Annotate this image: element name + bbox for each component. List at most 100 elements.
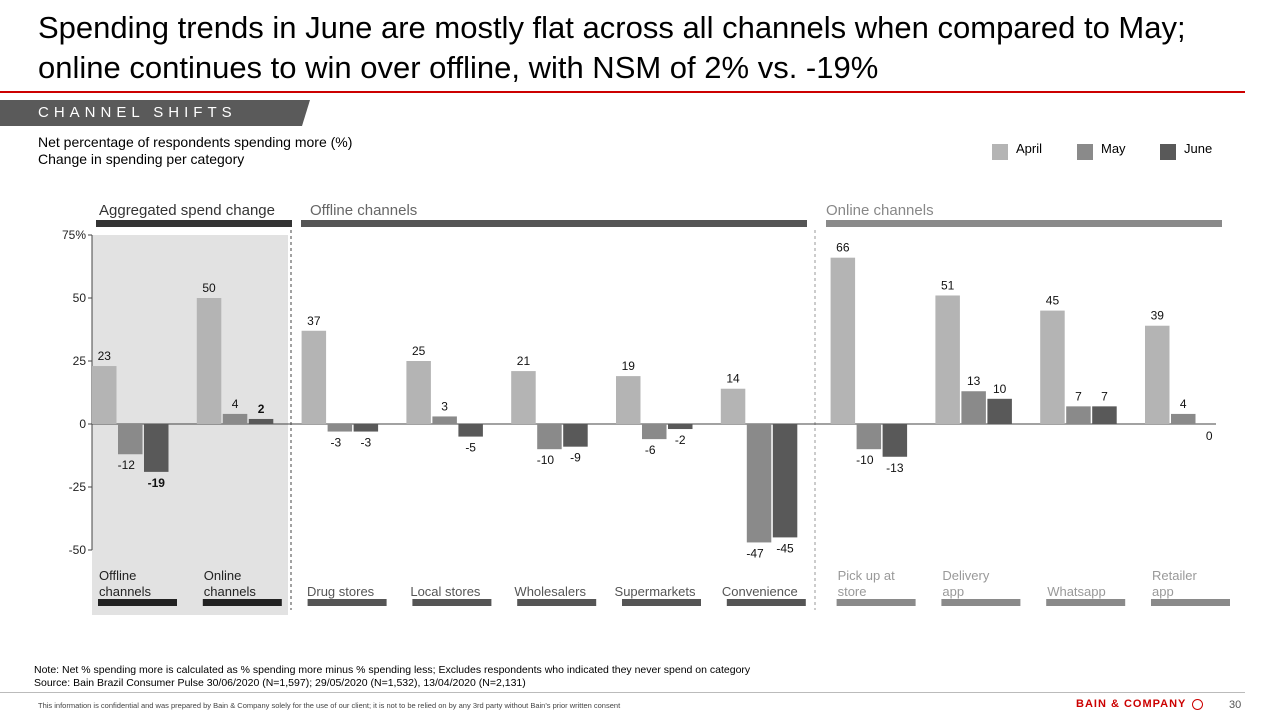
data-label: 7 bbox=[1101, 389, 1108, 403]
data-label: -6 bbox=[645, 443, 656, 457]
category-underline bbox=[1151, 599, 1230, 606]
bar-may bbox=[961, 391, 986, 424]
category-underline bbox=[202, 599, 282, 606]
bar-june bbox=[1092, 406, 1117, 424]
y-tick-label: 25 bbox=[73, 354, 87, 368]
category-label: Delivery bbox=[942, 568, 989, 583]
category-label: Convenience bbox=[722, 584, 798, 599]
category-underline bbox=[622, 599, 701, 606]
legend-june: June bbox=[1160, 140, 1213, 160]
data-label: 50 bbox=[202, 281, 216, 295]
category-label: channels bbox=[204, 584, 257, 599]
category-label: Local stores bbox=[410, 584, 481, 599]
data-label: 37 bbox=[307, 314, 321, 328]
data-label: -9 bbox=[570, 451, 581, 465]
data-label: -19 bbox=[148, 476, 166, 490]
data-label: 45 bbox=[1046, 294, 1060, 308]
data-label: 4 bbox=[1180, 397, 1187, 411]
data-label: 51 bbox=[941, 278, 955, 292]
data-label: -47 bbox=[746, 546, 764, 560]
category-label: store bbox=[838, 584, 867, 599]
chart-subtitle: Net percentage of respondents spending m… bbox=[38, 134, 352, 168]
data-label: 10 bbox=[993, 382, 1007, 396]
y-tick-label: -50 bbox=[69, 543, 87, 557]
bar-april bbox=[511, 371, 536, 424]
group-title-3: Online channels bbox=[826, 202, 934, 219]
bar-june bbox=[563, 424, 588, 447]
bar-may bbox=[1066, 406, 1091, 424]
brand-logo: BAIN & COMPANY bbox=[1076, 698, 1204, 710]
y-tick-label: -25 bbox=[69, 480, 87, 494]
bar-may bbox=[222, 413, 248, 424]
y-tick-label: 0 bbox=[79, 417, 86, 431]
bar-june bbox=[882, 424, 908, 457]
data-label: 25 bbox=[412, 344, 426, 358]
source-text: Source: Bain Brazil Consumer Pulse 30/06… bbox=[34, 677, 526, 689]
data-label: 19 bbox=[622, 359, 636, 373]
bar-april bbox=[196, 298, 222, 424]
data-label: 23 bbox=[98, 349, 112, 363]
data-label: 66 bbox=[836, 241, 850, 255]
bar-april bbox=[406, 361, 431, 424]
bar-may bbox=[118, 424, 143, 455]
category-underline bbox=[412, 599, 492, 606]
data-label: 39 bbox=[1151, 309, 1165, 323]
legend-april: April bbox=[992, 140, 1043, 160]
category-underline bbox=[1046, 599, 1126, 606]
group-title-2: Offline channels bbox=[310, 202, 417, 219]
category-label: Drug stores bbox=[307, 584, 375, 599]
disclaimer: This information is confidential and was… bbox=[38, 701, 621, 710]
group-header-bar-3 bbox=[826, 220, 1222, 227]
legend-swatch-may bbox=[1077, 144, 1093, 160]
data-label: 14 bbox=[726, 372, 740, 386]
title-line-2: online continues to win over offline, wi… bbox=[38, 50, 879, 85]
bar-april bbox=[830, 257, 856, 424]
group-header-bar-2 bbox=[301, 220, 807, 227]
category-label: Supermarkets bbox=[615, 584, 696, 599]
legend-swatch-june bbox=[1160, 144, 1176, 160]
title-line-1: Spending trends in June are mostly flat … bbox=[38, 10, 1186, 45]
bar-may bbox=[327, 424, 353, 432]
bar-may bbox=[856, 424, 882, 450]
bar-june bbox=[987, 398, 1012, 424]
bar-april bbox=[1145, 325, 1170, 424]
category-label: app bbox=[1152, 584, 1174, 599]
y-tick-label: 75% bbox=[62, 228, 86, 242]
data-label: -10 bbox=[856, 453, 874, 467]
legend-label-may: May bbox=[1101, 140, 1126, 156]
data-label: 0 bbox=[1206, 429, 1213, 443]
category-underline bbox=[941, 599, 1021, 606]
bar-june bbox=[353, 424, 379, 432]
category-label: channels bbox=[99, 584, 152, 599]
data-label: 13 bbox=[967, 374, 981, 388]
bar-june bbox=[144, 424, 169, 472]
category-underline bbox=[98, 599, 177, 606]
category-underline bbox=[726, 599, 806, 606]
bar-may bbox=[746, 424, 772, 543]
bar-april bbox=[92, 366, 117, 424]
data-label: -3 bbox=[361, 436, 372, 450]
legend-label-june: June bbox=[1184, 140, 1213, 156]
category-label: app bbox=[942, 584, 964, 599]
bar-may bbox=[432, 416, 457, 424]
data-label: 7 bbox=[1075, 389, 1082, 403]
bar-april bbox=[935, 295, 960, 424]
data-label: 2 bbox=[258, 402, 265, 416]
category-label: Online bbox=[204, 568, 242, 583]
data-label: -13 bbox=[886, 461, 904, 475]
bar-may bbox=[642, 424, 667, 440]
legend-label-april: April bbox=[1016, 140, 1043, 156]
data-label: 21 bbox=[517, 354, 531, 368]
bar-april bbox=[1040, 310, 1065, 424]
data-label: 4 bbox=[232, 397, 239, 411]
footnote: Note: Net % spending more is calculated … bbox=[34, 664, 750, 690]
bar-june bbox=[668, 424, 693, 430]
category-underline bbox=[307, 599, 387, 606]
brand-name: BAIN & COMPANY bbox=[1076, 698, 1187, 710]
bar-june bbox=[458, 424, 483, 437]
footer-divider bbox=[0, 692, 1245, 693]
bar-april bbox=[720, 388, 746, 424]
data-label: -10 bbox=[537, 453, 555, 467]
category-label: Retailer bbox=[1152, 568, 1197, 583]
